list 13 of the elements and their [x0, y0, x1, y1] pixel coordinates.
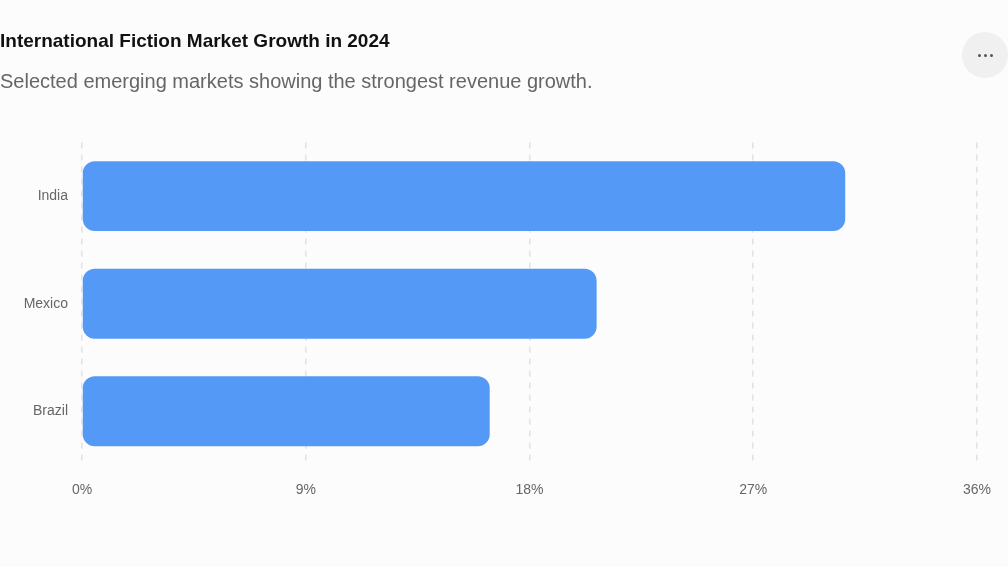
y-tick-label: Brazil — [32, 402, 68, 419]
x-tick-label: 27% — [739, 481, 768, 498]
bar — [82, 161, 846, 232]
chart-subtitle: Selected emerging markets showing the strongest revenue growth. — [0, 70, 593, 93]
x-tick-label: 18% — [515, 481, 544, 498]
x-tick-label: 9% — [295, 481, 316, 498]
y-tick-label: Mexico — [23, 294, 69, 311]
bar — [82, 376, 490, 447]
bar — [82, 268, 597, 339]
chart-title: International Fiction Market Growth in 2024 — [0, 30, 390, 52]
y-tick-label: India — [37, 187, 69, 204]
x-tick-label: 36% — [962, 481, 992, 498]
x-tick-label: 0% — [71, 481, 93, 498]
